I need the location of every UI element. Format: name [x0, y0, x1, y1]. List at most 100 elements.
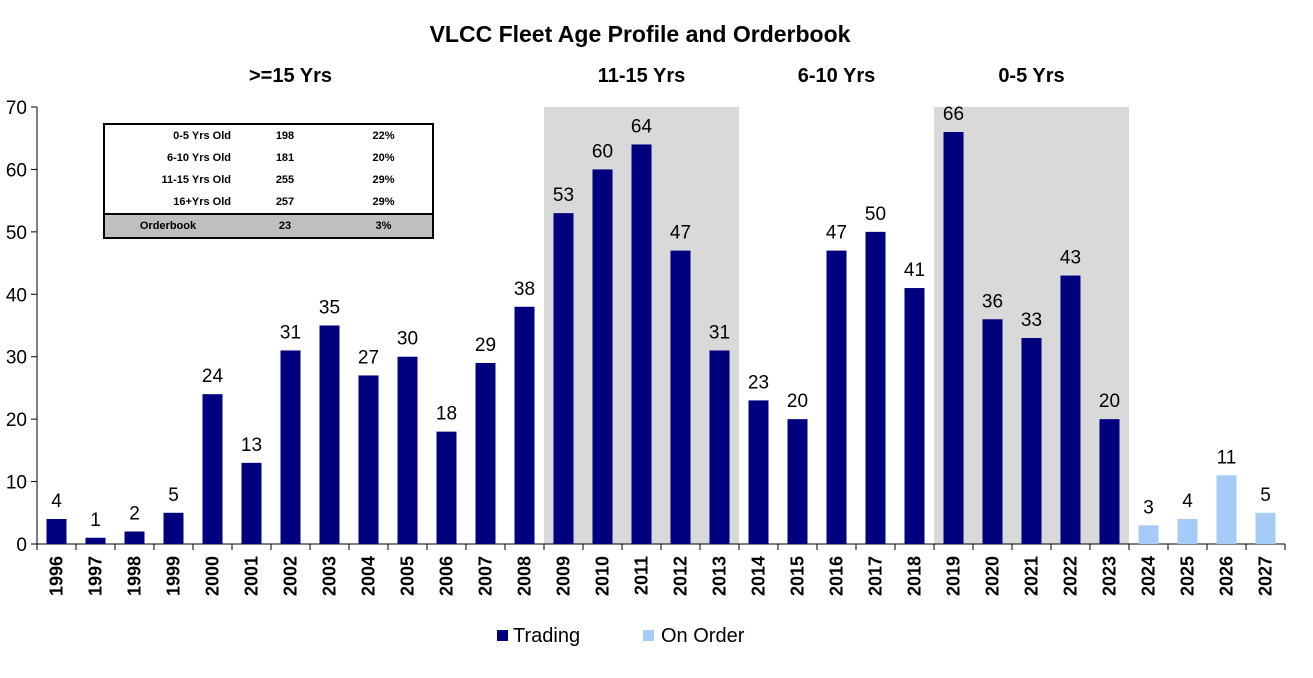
y-tick-label: 50 [6, 223, 27, 244]
age-band-labels: >=15 Yrs 11-15 Yrs 6-10 Yrs 0-5 Yrs [249, 65, 1065, 87]
bar [553, 213, 574, 544]
bar [1099, 419, 1120, 544]
table-row: 6-10 Yrs Old 181 20% [104, 147, 433, 169]
bar [163, 512, 184, 544]
x-tick-label: 2012 [671, 556, 691, 596]
bar [514, 306, 535, 544]
age-band-label: 11-15 Yrs [598, 65, 686, 87]
bar [1177, 519, 1198, 544]
data-label: 33 [1021, 310, 1042, 331]
x-tick-label: 2013 [710, 556, 730, 596]
x-tick-label: 2006 [437, 556, 457, 596]
bar [1216, 475, 1237, 544]
axes: 0 10 20 30 40 50 60 70 1996 1997 1998 1999 2000 2001 2… [6, 98, 1286, 596]
x-tick-label: 2020 [983, 556, 1003, 596]
table-row: 16+Yrs Old 257 29% [104, 191, 433, 214]
data-label: 60 [592, 141, 613, 162]
bar [46, 519, 67, 544]
row-percent: 29% [372, 174, 395, 186]
orderbook-label: Orderbook [104, 213, 235, 238]
x-tick-label: 1998 [125, 556, 145, 596]
x-tick-label: 2016 [827, 556, 847, 596]
y-tick-label: 10 [6, 473, 27, 494]
bar [436, 431, 457, 544]
x-tick-label: 2004 [359, 556, 379, 596]
x-tick-label: 2015 [788, 556, 808, 596]
data-label: 3 [1143, 497, 1154, 518]
x-tick-label: 2009 [554, 556, 574, 596]
x-tick-label: 2001 [242, 556, 262, 596]
bar [904, 288, 925, 544]
row-count: 198 [275, 130, 295, 142]
bar [124, 531, 145, 544]
data-label: 4 [1182, 491, 1193, 512]
row-percent: 22% [372, 130, 395, 142]
data-label: 47 [670, 223, 691, 244]
data-label: 66 [943, 104, 964, 125]
data-label: 5 [168, 485, 179, 506]
orderbook-count: 23 [235, 213, 335, 238]
row-percent: 20% [372, 152, 395, 164]
bar [592, 169, 613, 544]
bar [319, 325, 340, 544]
bar [241, 462, 262, 544]
row-label: 16+Yrs Old [173, 196, 231, 208]
data-label: 27 [358, 347, 379, 368]
bar [85, 537, 106, 544]
row-label: 6-10 Yrs Old [167, 152, 231, 164]
data-label: 47 [826, 223, 847, 244]
x-tick-label: 1997 [86, 556, 106, 596]
bar [709, 350, 730, 544]
legend-label-on-order: On Order [661, 625, 745, 647]
data-label: 29 [475, 335, 496, 356]
legend: Trading On Order [497, 625, 745, 647]
bar [631, 144, 652, 544]
x-tick-label: 2005 [398, 556, 418, 596]
bars [46, 131, 1276, 545]
bar [475, 362, 496, 544]
data-label: 13 [241, 435, 262, 456]
x-tick-label: 2026 [1217, 556, 1237, 596]
y-tick-label: 40 [6, 285, 27, 306]
table-row: 0-5 Yrs Old 198 22% [104, 124, 433, 147]
legend-label-trading: Trading [513, 625, 580, 647]
y-tick-label: 20 [6, 410, 27, 431]
x-tick-label: 2022 [1061, 556, 1081, 596]
y-tick-label: 60 [6, 160, 27, 181]
x-tick-label: 2014 [749, 556, 769, 596]
x-tick-label: 2010 [593, 556, 613, 596]
data-label: 11 [1217, 447, 1237, 468]
orderbook-percent: 3% [335, 213, 433, 238]
bar [787, 419, 808, 544]
data-label: 43 [1060, 248, 1081, 269]
x-tick-label: 2018 [905, 556, 925, 596]
y-tick-label: 30 [6, 348, 27, 369]
x-tick-label: 1999 [164, 556, 184, 596]
bar [1060, 275, 1081, 544]
x-tick-label: 2017 [866, 556, 886, 596]
data-label: 4 [51, 491, 62, 512]
data-label: 20 [1099, 391, 1120, 412]
data-label: 64 [631, 116, 653, 137]
fleet-summary-table: 0-5 Yrs Old 198 22% 6-10 Yrs Old 181 20%… [103, 123, 434, 239]
row-count: 257 [275, 196, 295, 208]
legend-swatch-on-order [643, 630, 654, 641]
bar [982, 319, 1003, 544]
row-count: 181 [275, 152, 295, 164]
x-tick-label: 2007 [476, 556, 496, 596]
age-band-label: >=15 Yrs [249, 65, 332, 87]
data-label: 1 [90, 510, 101, 531]
x-tick-label: 2008 [515, 556, 535, 596]
bar [397, 356, 418, 544]
y-tick-label: 0 [16, 535, 27, 556]
bar [943, 131, 964, 544]
row-label: 11-15 Yrs Old [161, 174, 231, 186]
row-label: 0-5 Yrs Old [173, 130, 231, 142]
data-label: 38 [514, 279, 535, 300]
x-tick-label: 2024 [1139, 556, 1159, 596]
bar [202, 394, 223, 544]
legend-swatch-trading [497, 630, 508, 641]
data-label: 50 [865, 204, 886, 225]
x-tick-label: 2021 [1022, 556, 1042, 596]
